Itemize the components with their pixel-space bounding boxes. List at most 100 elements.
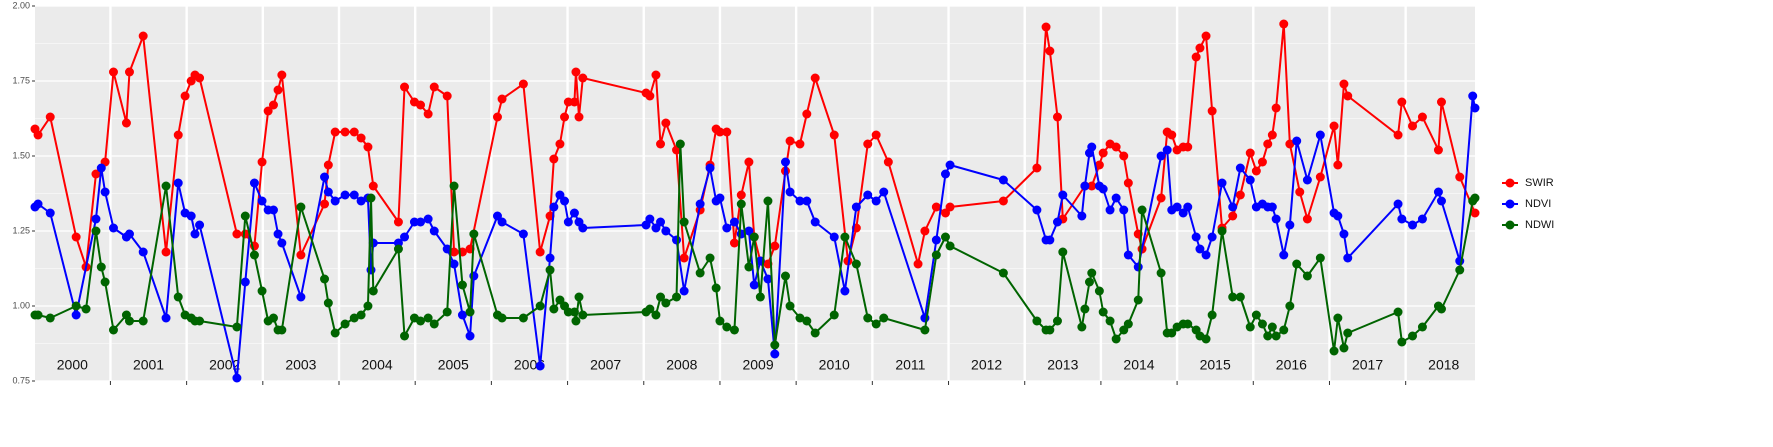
data-point <box>931 250 941 260</box>
year-label: 2012 <box>971 357 1002 373</box>
data-point <box>563 217 573 227</box>
year-label: 2015 <box>1200 357 1231 373</box>
data-point <box>1245 175 1255 185</box>
data-point <box>240 211 250 221</box>
data-point <box>268 313 278 323</box>
year-label: 2005 <box>438 357 469 373</box>
data-point <box>651 310 661 320</box>
data-point <box>1080 181 1090 191</box>
data-point <box>715 193 725 203</box>
data-point <box>323 160 333 170</box>
data-point <box>108 325 118 335</box>
data-point <box>340 319 350 329</box>
data-point <box>763 274 773 284</box>
data-point <box>1087 142 1097 152</box>
data-point <box>679 217 689 227</box>
data-point <box>449 247 459 257</box>
data-point <box>1343 91 1353 101</box>
legend-label: NDVI <box>1525 198 1551 210</box>
data-point <box>555 139 565 149</box>
data-point <box>1251 166 1261 176</box>
data-point <box>729 325 739 335</box>
data-point <box>1105 316 1115 326</box>
data-point <box>851 202 861 212</box>
data-point <box>1167 130 1177 140</box>
data-point <box>1393 307 1403 317</box>
data-point <box>736 190 746 200</box>
data-point <box>1271 103 1281 113</box>
data-point <box>931 235 941 245</box>
data-point <box>998 175 1008 185</box>
data-point <box>1133 295 1143 305</box>
data-point <box>722 322 732 332</box>
data-point <box>829 232 839 242</box>
data-point <box>457 310 467 320</box>
data-point <box>330 127 340 137</box>
data-point <box>1162 145 1172 155</box>
data-point <box>569 97 579 107</box>
data-point <box>802 316 812 326</box>
data-point <box>1333 211 1343 221</box>
data-point <box>1195 244 1205 254</box>
data-point <box>1397 97 1407 107</box>
data-point <box>240 277 250 287</box>
data-point <box>1191 232 1201 242</box>
data-point <box>1207 310 1217 320</box>
data-point <box>1393 130 1403 140</box>
data-point <box>465 307 475 317</box>
data-point <box>1343 253 1353 263</box>
data-point <box>1183 319 1193 329</box>
data-point <box>656 139 666 149</box>
data-point <box>423 313 433 323</box>
data-point <box>1183 142 1193 152</box>
data-point <box>429 226 439 236</box>
data-point <box>1156 151 1166 161</box>
data-point <box>711 283 721 293</box>
data-point <box>1285 301 1295 311</box>
year-label: 2014 <box>1123 357 1154 373</box>
data-point <box>560 196 570 206</box>
series <box>30 19 1480 272</box>
data-point <box>1417 214 1427 224</box>
data-point <box>535 361 545 371</box>
data-point <box>1433 145 1443 155</box>
data-point <box>1470 208 1480 218</box>
data-point <box>863 139 873 149</box>
data-point <box>1279 325 1289 335</box>
data-point <box>45 112 55 122</box>
data-point <box>124 316 134 326</box>
data-point <box>780 157 790 167</box>
data-point <box>497 313 507 323</box>
data-point <box>1111 193 1121 203</box>
data-point <box>1279 19 1289 29</box>
data-point <box>173 178 183 188</box>
data-point <box>1285 220 1295 230</box>
legend-label: NDWI <box>1525 219 1554 231</box>
data-point <box>1195 43 1205 53</box>
data-point <box>330 196 340 206</box>
year-label: 2004 <box>362 357 393 373</box>
data-point <box>715 127 725 137</box>
data-point <box>1271 331 1281 341</box>
year-label: 2001 <box>133 357 164 373</box>
data-point <box>1263 331 1273 341</box>
data-point <box>45 313 55 323</box>
year-label: 2010 <box>819 357 850 373</box>
data-point <box>744 226 754 236</box>
data-point <box>518 229 528 239</box>
data-point <box>81 304 91 314</box>
year-label: 2011 <box>895 357 925 373</box>
data-point <box>340 127 350 137</box>
data-point <box>469 229 479 239</box>
data-point <box>679 253 689 263</box>
data-point <box>578 310 588 320</box>
data-point <box>368 286 378 296</box>
data-point <box>645 214 655 224</box>
year-label: 2008 <box>666 357 697 373</box>
series-line <box>34 95 1476 379</box>
data-point <box>695 268 705 278</box>
data-point <box>257 286 267 296</box>
data-point <box>1217 226 1227 236</box>
data-point <box>340 190 350 200</box>
year-label: 2017 <box>1352 357 1383 373</box>
